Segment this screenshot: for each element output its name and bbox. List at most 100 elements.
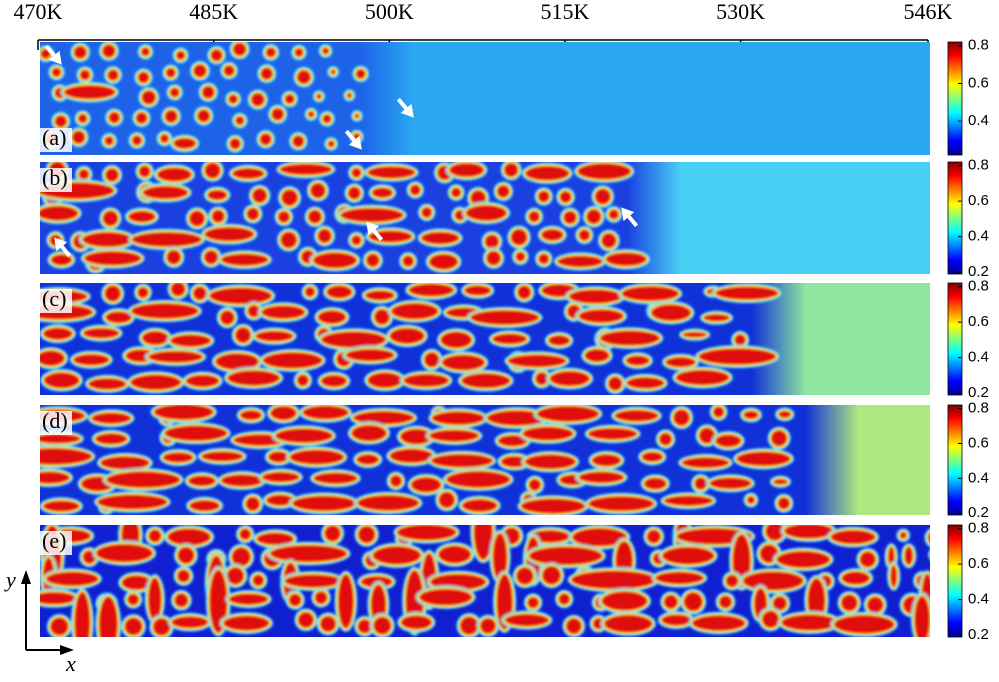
- domain: [929, 553, 930, 557]
- domain: [367, 372, 403, 389]
- colorbar-tick-label: 0.8: [968, 37, 989, 54]
- colorbar: [947, 404, 963, 516]
- domain: [400, 428, 433, 445]
- domain: [719, 595, 732, 609]
- domain: [84, 251, 142, 266]
- label-bg: [40, 531, 72, 555]
- colorbar-tick-label: 0.8: [968, 399, 989, 416]
- domain: [928, 549, 930, 560]
- domain: [492, 533, 508, 581]
- domain: [599, 330, 660, 346]
- domain: [252, 188, 268, 204]
- domain: [440, 331, 472, 349]
- domain: [164, 109, 178, 123]
- domain: [421, 231, 460, 245]
- domain: [703, 314, 730, 322]
- colorbar-tick-label: 0.6: [968, 192, 989, 209]
- domain: [193, 286, 207, 301]
- domain: [591, 454, 622, 467]
- domain: [189, 210, 205, 227]
- domain: [221, 474, 264, 487]
- domain: [465, 205, 507, 221]
- domain: [772, 596, 787, 611]
- domain: [608, 376, 623, 391]
- domain: [148, 350, 203, 363]
- x-axis-label: x: [65, 651, 76, 676]
- domain: [367, 166, 416, 179]
- domain: [713, 406, 725, 418]
- colorbar-tick-label: 0.6: [968, 74, 989, 91]
- domain: [281, 189, 298, 206]
- domain: [464, 285, 491, 296]
- domain: [366, 253, 380, 268]
- domain: [389, 327, 425, 344]
- arrow: [366, 221, 384, 242]
- domain: [128, 210, 156, 223]
- colorbar-tick-label: 0.2: [968, 504, 989, 521]
- domain: [588, 427, 638, 440]
- domain: [470, 310, 540, 325]
- domain: [297, 374, 309, 387]
- domain: [715, 286, 779, 300]
- domain: [105, 168, 119, 182]
- domain: [390, 475, 402, 487]
- domain: [124, 617, 143, 636]
- domain: [135, 112, 148, 124]
- domain: [91, 412, 132, 424]
- domain: [277, 210, 290, 223]
- panel: (c): [40, 283, 930, 395]
- domain: [480, 617, 496, 634]
- domain: [429, 429, 479, 442]
- domain: [588, 496, 654, 512]
- domain: [227, 370, 280, 386]
- domain: [74, 591, 91, 637]
- domain: [71, 130, 86, 144]
- domain: [153, 405, 214, 420]
- tick-label: 530K: [716, 0, 765, 24]
- domain: [528, 478, 541, 491]
- domain: [284, 94, 295, 105]
- colorbar-tick-label: 0.8: [968, 278, 989, 295]
- domain: [256, 532, 294, 546]
- domain: [107, 69, 119, 81]
- domain: [391, 303, 439, 320]
- domain: [226, 567, 245, 585]
- domain: [541, 228, 564, 241]
- xy-indicator: [21, 570, 74, 655]
- domain: [235, 116, 245, 126]
- domain: [152, 618, 171, 636]
- domain: [568, 289, 623, 304]
- arrow-head: [400, 103, 414, 118]
- domain: [169, 87, 180, 98]
- domain: [646, 529, 661, 544]
- colorbar-tick-label: 0.8: [968, 520, 989, 537]
- domain: [223, 615, 270, 631]
- domain: [204, 250, 219, 265]
- domain: [446, 471, 511, 488]
- domain: [914, 595, 930, 637]
- domain: [389, 448, 434, 463]
- domain: [778, 410, 792, 418]
- domain: [292, 495, 357, 512]
- domain: [51, 67, 62, 77]
- domain: [255, 330, 294, 342]
- domain: [517, 285, 532, 300]
- domain: [275, 428, 333, 443]
- domain: [578, 229, 591, 241]
- domain: [500, 456, 528, 468]
- domain: [927, 532, 930, 543]
- domain: [165, 67, 176, 78]
- domain: [88, 378, 127, 390]
- domain: [40, 448, 92, 465]
- domain: [176, 50, 186, 60]
- domain: [40, 471, 70, 484]
- domain: [160, 134, 169, 143]
- domain: [127, 593, 139, 606]
- arrow-head: [48, 50, 62, 65]
- domain: [419, 588, 473, 606]
- domain: [171, 616, 209, 629]
- domain: [431, 411, 485, 425]
- domain: [260, 67, 273, 80]
- domain: [261, 471, 300, 483]
- domain: [268, 451, 289, 463]
